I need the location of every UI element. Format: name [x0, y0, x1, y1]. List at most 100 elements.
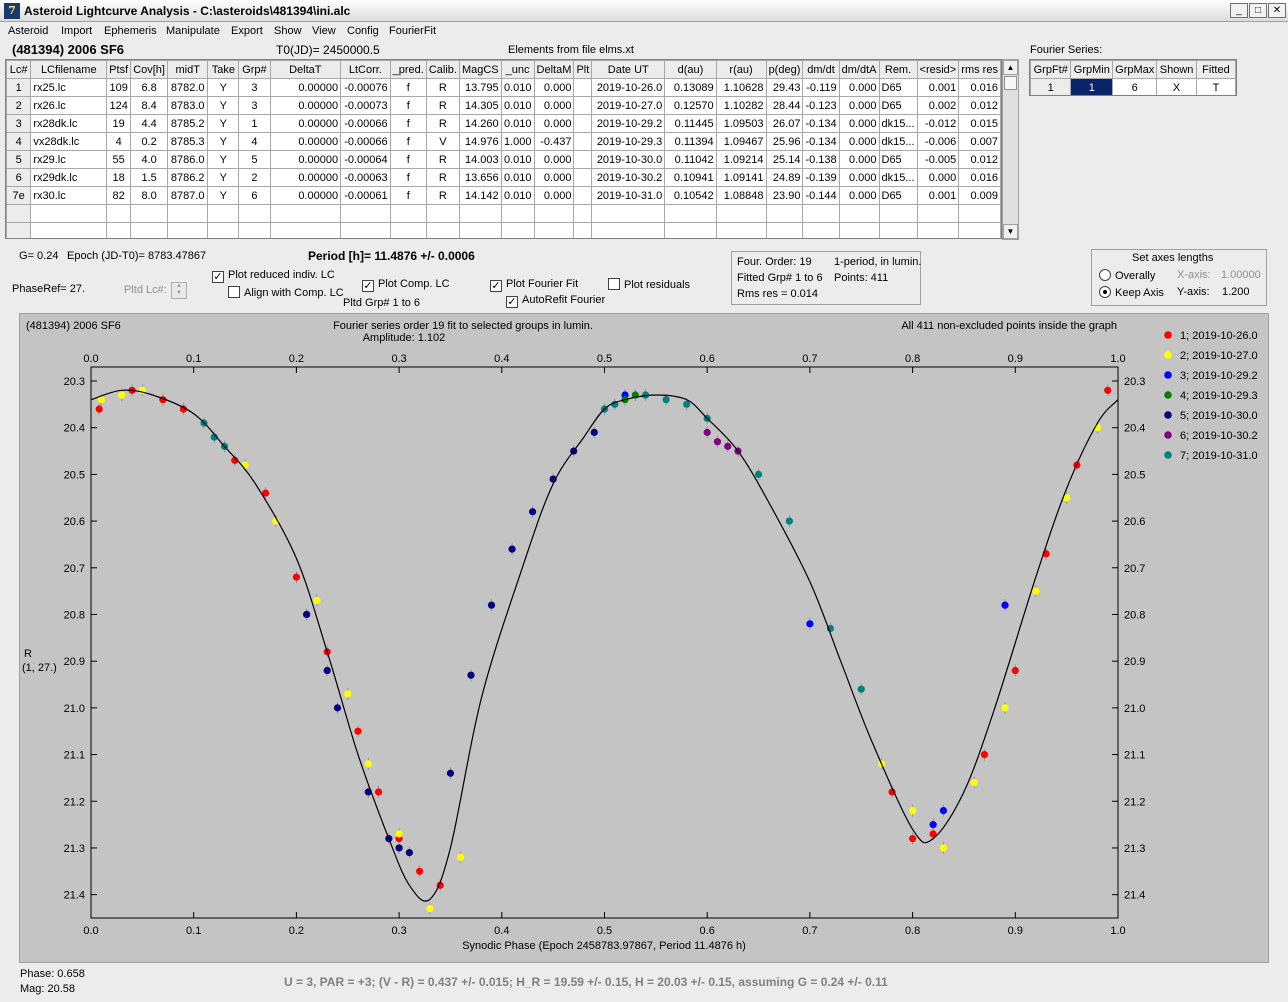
- scroll-down-icon[interactable]: ▼: [1003, 224, 1018, 239]
- lightcurve-table[interactable]: Lc# LCfilename Ptsf Cov[h] midT Take Grp# Delta…: [5, 59, 1002, 239]
- table-cell[interactable]: [958, 204, 1001, 223]
- table-cell[interactable]: f: [389, 168, 427, 187]
- column-header[interactable]: <resid>: [916, 60, 960, 79]
- column-header[interactable]: GrpFt#: [1030, 60, 1072, 79]
- row-number[interactable]: 3: [6, 114, 32, 133]
- column-header[interactable]: Rem.: [878, 60, 918, 79]
- table-cell[interactable]: [664, 204, 717, 223]
- table-cell[interactable]: [958, 222, 1001, 238]
- table-cell[interactable]: -0.012: [916, 114, 960, 133]
- table-cell[interactable]: [765, 222, 804, 238]
- table-cell[interactable]: 0.00000: [269, 114, 342, 133]
- column-header[interactable]: dm/dt: [802, 60, 840, 79]
- table-cell[interactable]: [389, 204, 427, 223]
- table-cell[interactable]: 8.0: [130, 186, 169, 205]
- table-cell[interactable]: 82: [106, 186, 132, 205]
- table-cell[interactable]: rx25.lc: [30, 78, 108, 97]
- table-cell[interactable]: 26.07: [765, 114, 804, 133]
- table-cell[interactable]: 0.000: [838, 114, 880, 133]
- table-cell[interactable]: -0.00063: [340, 168, 391, 187]
- table-cell[interactable]: 2019-10-26.0: [591, 78, 666, 97]
- table-cell[interactable]: R: [425, 96, 460, 115]
- plot-comp-checkbox[interactable]: ✓ Plot Comp. LC: [362, 278, 450, 292]
- table-cell[interactable]: [916, 222, 960, 238]
- table-cell[interactable]: 2019-10-27.0: [591, 96, 666, 115]
- table-cell[interactable]: [106, 222, 132, 238]
- table-cell[interactable]: [715, 222, 767, 238]
- table-cell[interactable]: [591, 222, 666, 238]
- table-cell[interactable]: 0.016: [958, 78, 1001, 97]
- checkbox-box[interactable]: [608, 278, 620, 290]
- table-cell[interactable]: 1: [1030, 78, 1072, 95]
- table-scrollbar[interactable]: ▲ ▼: [1002, 59, 1019, 240]
- table-cell[interactable]: 0.015: [958, 114, 1001, 133]
- row-number[interactable]: 2: [6, 96, 32, 115]
- table-cell[interactable]: 1.5: [130, 168, 169, 187]
- table-cell[interactable]: 0.000: [533, 114, 575, 133]
- column-header[interactable]: GrpMin: [1070, 60, 1114, 79]
- table-cell[interactable]: [500, 222, 535, 238]
- table-cell[interactable]: 1.000: [500, 132, 535, 151]
- table-cell[interactable]: [130, 222, 169, 238]
- table-cell[interactable]: rx30.lc: [30, 186, 108, 205]
- table-cell[interactable]: [573, 78, 593, 97]
- column-header[interactable]: Calib.: [425, 60, 460, 79]
- table-cell[interactable]: 1.09467: [715, 132, 767, 151]
- column-header[interactable]: Shown: [1156, 60, 1197, 79]
- column-header[interactable]: Take: [207, 60, 240, 79]
- table-cell[interactable]: [6, 204, 32, 223]
- column-header[interactable]: rms res: [958, 60, 1001, 79]
- table-cell[interactable]: 0.11445: [664, 114, 717, 133]
- table-cell[interactable]: [458, 222, 502, 238]
- column-header[interactable]: _pred.: [389, 60, 427, 79]
- menu-view[interactable]: View: [312, 25, 336, 37]
- table-cell[interactable]: 0.010: [500, 78, 535, 97]
- table-cell[interactable]: [573, 186, 593, 205]
- table-cell[interactable]: 4.4: [130, 114, 169, 133]
- table-cell[interactable]: 4: [238, 132, 271, 151]
- table-cell[interactable]: 6: [238, 186, 271, 205]
- autorefit-checkbox[interactable]: ✓ AutoRefit Fourier: [506, 294, 605, 308]
- table-cell[interactable]: 4.0: [130, 150, 169, 169]
- table-cell[interactable]: [573, 132, 593, 151]
- table-cell[interactable]: 0.00000: [269, 96, 342, 115]
- table-cell[interactable]: [30, 222, 108, 238]
- table-cell[interactable]: 2019-10-31.0: [591, 186, 666, 205]
- table-cell[interactable]: D65: [878, 186, 918, 205]
- table-cell[interactable]: f: [389, 132, 427, 151]
- table-cell[interactable]: V: [425, 132, 460, 151]
- menu-fourierfit[interactable]: FourierFit: [389, 25, 437, 37]
- menu-ephemeris[interactable]: Ephemeris: [104, 25, 157, 37]
- table-cell[interactable]: 2019-10-29.3: [591, 132, 666, 151]
- table-cell[interactable]: -0.144: [802, 186, 840, 205]
- column-header[interactable]: Ptsf: [106, 60, 132, 79]
- menu-import[interactable]: Import: [61, 25, 93, 37]
- table-cell[interactable]: 0.010: [500, 186, 535, 205]
- table-cell[interactable]: 0.000: [838, 168, 880, 187]
- table-row[interactable]: 7e rx30.lc 82 8.0 8787.0 Y 6 0.00000 -0.00061 f R 1…: [6, 186, 1001, 205]
- table-cell[interactable]: 124: [106, 96, 132, 115]
- table-cell[interactable]: [802, 222, 840, 238]
- table-cell[interactable]: 8787.0: [167, 186, 209, 205]
- column-header[interactable]: GrpMax: [1112, 60, 1158, 79]
- column-header[interactable]: dm/dtA: [838, 60, 880, 79]
- table-row-empty[interactable]: [6, 222, 1001, 238]
- table-cell[interactable]: 0.00000: [269, 168, 342, 187]
- column-header[interactable]: Date UT: [591, 60, 666, 79]
- scroll-up-icon[interactable]: ▲: [1003, 60, 1018, 75]
- table-cell[interactable]: -0.005: [916, 150, 960, 169]
- table-cell[interactable]: [573, 222, 593, 238]
- table-cell[interactable]: [573, 150, 593, 169]
- table-cell[interactable]: 1.08848: [715, 186, 767, 205]
- table-cell[interactable]: -0.437: [533, 132, 575, 151]
- table-cell[interactable]: 0.000: [533, 150, 575, 169]
- table-cell[interactable]: -0.123: [802, 96, 840, 115]
- row-number[interactable]: 1: [6, 78, 32, 97]
- table-cell[interactable]: Y: [207, 186, 240, 205]
- table-cell[interactable]: 2019-10-30.2: [591, 168, 666, 187]
- table-cell[interactable]: f: [389, 78, 427, 97]
- table-cell[interactable]: 8785.2: [167, 114, 209, 133]
- table-cell[interactable]: rx29.lc: [30, 150, 108, 169]
- table-cell[interactable]: 1.09503: [715, 114, 767, 133]
- table-cell[interactable]: [573, 168, 593, 187]
